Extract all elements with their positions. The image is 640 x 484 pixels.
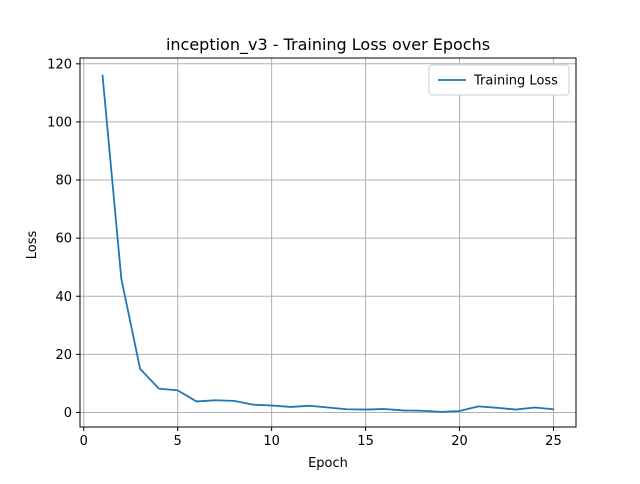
y-tick-label: 80 — [55, 174, 72, 189]
x-tick-label: 5 — [174, 434, 182, 449]
legend-label: Training Loss — [473, 74, 558, 89]
y-tick-label: 60 — [55, 232, 72, 247]
x-tick-label: 25 — [545, 434, 562, 449]
plot-area-frame — [79, 57, 577, 428]
x-tick-label: 10 — [263, 434, 280, 449]
x-tick-label: 0 — [80, 434, 88, 449]
x-tick-label: 15 — [357, 434, 374, 449]
y-tick-label: 20 — [55, 348, 72, 363]
chart-title: inception_v3 - Training Loss over Epochs — [166, 35, 490, 55]
y-tick-label: 0 — [64, 406, 72, 421]
x-tick-label: 20 — [451, 434, 468, 449]
legend-box — [428, 64, 570, 96]
series-line-training-loss — [101, 74, 555, 413]
y-tick-label: 40 — [55, 290, 72, 305]
y-axis-ticks: 0 20 40 60 80 100 120 — [47, 57, 80, 421]
legend: Training Loss — [428, 64, 570, 96]
x-axis-label: Epoch — [308, 456, 348, 471]
y-tick-label: 100 — [47, 115, 72, 130]
y-tick-label: 120 — [47, 57, 72, 72]
grid-lines — [80, 58, 576, 427]
x-axis-ticks: 0 5 10 15 20 25 — [80, 427, 562, 449]
series-layer — [101, 74, 555, 413]
y-axis-label: Loss — [25, 231, 40, 260]
